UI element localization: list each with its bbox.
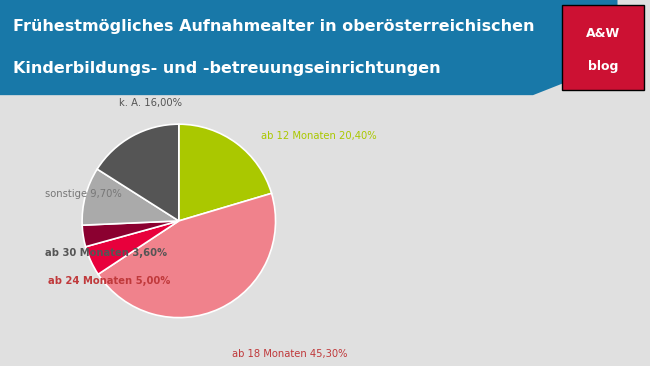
Polygon shape	[0, 0, 618, 95]
Wedge shape	[82, 221, 179, 247]
Wedge shape	[86, 221, 179, 274]
Text: ab 24 Monaten 5,00%: ab 24 Monaten 5,00%	[48, 276, 170, 286]
Text: Frühestmögliches Aufnahmealter in oberösterreichischen: Frühestmögliches Aufnahmealter in oberös…	[13, 19, 534, 34]
Wedge shape	[98, 193, 276, 318]
Text: k. A. 16,00%: k. A. 16,00%	[119, 98, 182, 108]
Wedge shape	[97, 124, 179, 221]
Text: ab 30 Monaten 3,60%: ab 30 Monaten 3,60%	[46, 248, 168, 258]
Text: blog: blog	[588, 60, 618, 73]
Text: ab 12 Monaten 20,40%: ab 12 Monaten 20,40%	[261, 131, 376, 141]
FancyBboxPatch shape	[562, 5, 644, 90]
Wedge shape	[179, 124, 272, 221]
Text: Kinderbildungs- und -betreuungseinrichtungen: Kinderbildungs- und -betreuungseinrichtu…	[13, 61, 441, 76]
Text: ab 18 Monaten 45,30%: ab 18 Monaten 45,30%	[232, 350, 348, 359]
Text: A&W: A&W	[586, 27, 620, 40]
Wedge shape	[82, 169, 179, 225]
Text: sonstige 9,70%: sonstige 9,70%	[46, 189, 122, 199]
